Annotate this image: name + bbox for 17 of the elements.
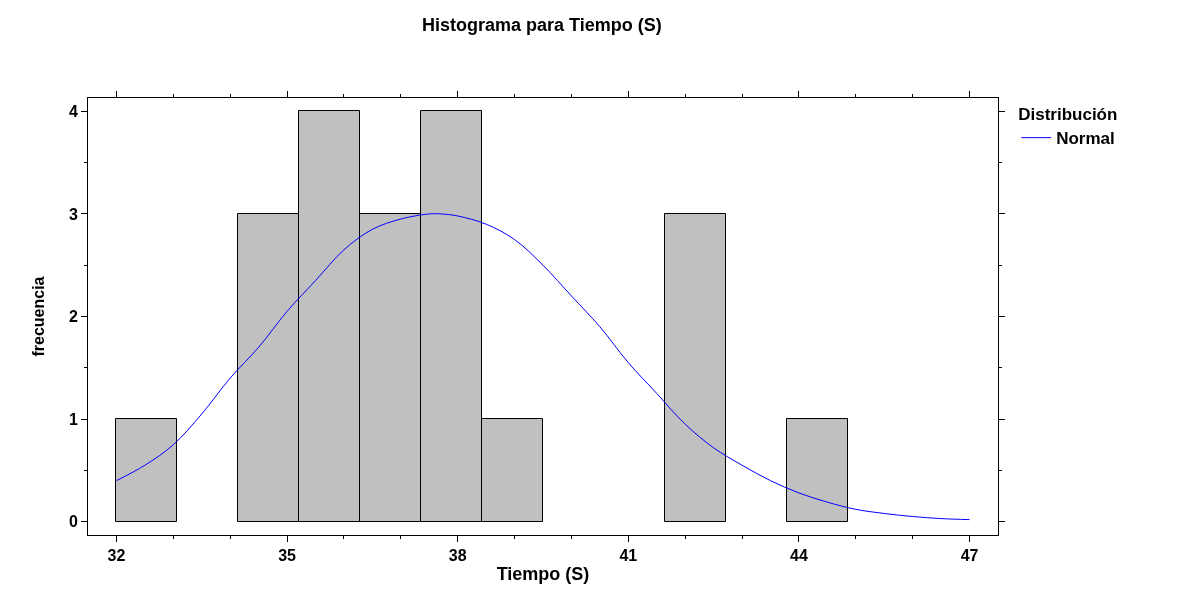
x-tick-label: 38	[448, 547, 467, 565]
line-series	[115, 213, 971, 521]
chart-title: Histograma para Tiempo (S)	[421, 14, 662, 35]
x-tick-label: 41	[619, 547, 638, 565]
y-tick-label: 3	[68, 205, 78, 223]
x-tick-label: 32	[107, 547, 126, 565]
y-tick-label: 1	[68, 410, 78, 428]
y-axis-title: frecuencia	[29, 276, 47, 357]
x-tick-label: 47	[960, 547, 979, 565]
y-tick-label: 4	[68, 102, 78, 120]
legend-label: Normal	[1056, 129, 1115, 149]
x-tick-label: 44	[790, 547, 808, 565]
y-tick-label: 2	[68, 308, 78, 326]
x-tick-label: 35	[278, 547, 297, 565]
x-axis-title: Tiempo (S)	[496, 564, 590, 585]
legend-title: Distribución	[1018, 105, 1118, 125]
y-tick-label: 0	[68, 513, 78, 531]
